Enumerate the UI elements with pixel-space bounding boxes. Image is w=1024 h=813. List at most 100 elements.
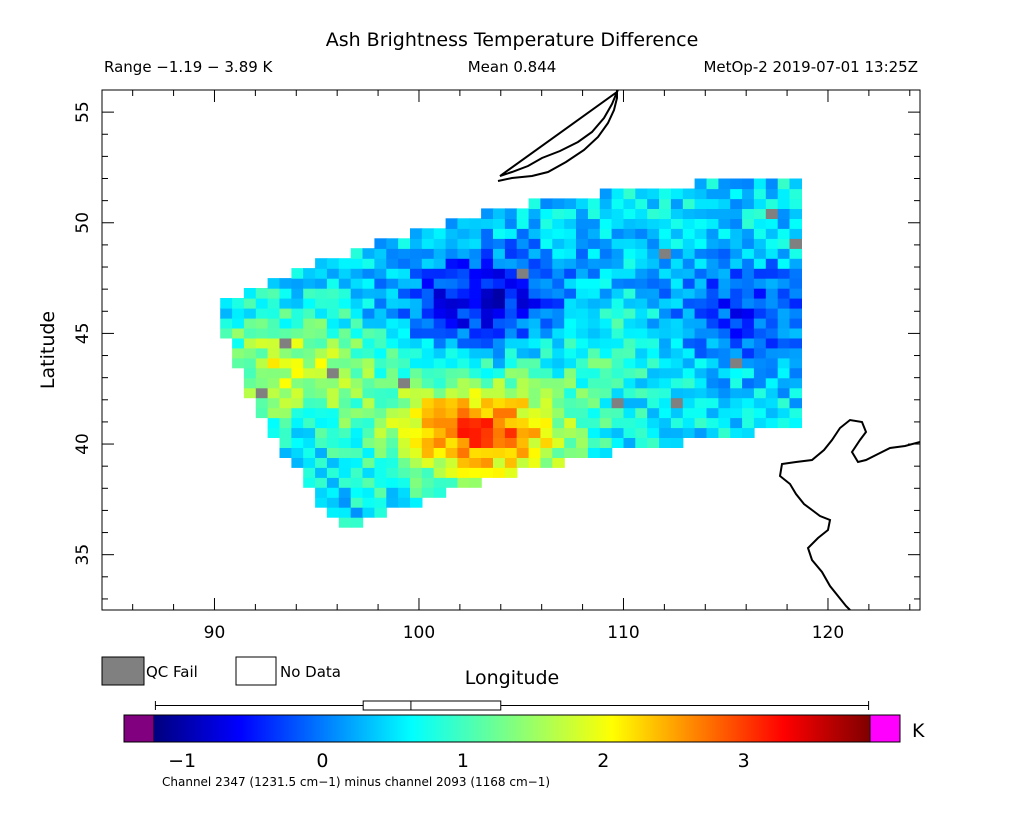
swath-cell [564, 218, 577, 229]
y-tick-label: 40 [73, 433, 93, 455]
swath-cell [599, 258, 613, 269]
swath-cell [730, 407, 743, 419]
swath-cell [730, 228, 743, 239]
swath-cell [635, 278, 648, 289]
swath-cell [386, 457, 399, 468]
swath-cell [694, 417, 708, 429]
y-tick-label: 55 [73, 101, 93, 123]
swath-cell [481, 258, 494, 269]
swath-cell [552, 258, 565, 269]
swath-cell [564, 397, 577, 409]
swath-cell [706, 397, 719, 409]
swath-cell [445, 327, 459, 339]
swath-cell [623, 417, 636, 429]
swath-cell [362, 308, 375, 319]
swath-cell [576, 357, 589, 369]
swath-cell [386, 337, 399, 349]
swath-cell [338, 367, 352, 379]
swath-cell [528, 208, 542, 219]
swath-cell [386, 308, 399, 319]
swath-cell [338, 288, 352, 299]
swath-cell [481, 367, 494, 379]
swath-cell [232, 347, 245, 359]
swath-cell [659, 377, 672, 389]
swath-cell [789, 288, 802, 299]
swath-cell [682, 278, 696, 289]
swath-cell [789, 387, 802, 399]
swath-cell [777, 238, 791, 249]
swath-cell [326, 387, 340, 399]
swath-cell [611, 248, 625, 259]
swath-cell [528, 278, 542, 289]
swath-cell [765, 327, 779, 339]
swath-cell [647, 258, 660, 269]
swath-cell [789, 278, 802, 289]
swath-cell [576, 397, 589, 409]
swath-cell [682, 357, 696, 369]
swath-cell [279, 387, 292, 399]
swath-cell [220, 327, 233, 339]
swath-cell [659, 317, 672, 329]
swath-cell [718, 238, 731, 249]
swath-cell [552, 238, 565, 249]
swath-cell [730, 238, 743, 249]
swath-cell [670, 208, 684, 219]
swath-cell [338, 337, 352, 349]
swath-cell [647, 188, 660, 200]
swath-cell [789, 327, 802, 339]
y-tick-label: 35 [73, 544, 93, 566]
swath-cell [587, 288, 601, 299]
swath-cell [540, 437, 553, 448]
swath-cell [718, 427, 731, 438]
swath-cell [350, 397, 364, 409]
swath-cell [718, 288, 731, 299]
swath-cell [386, 298, 399, 309]
colorbar-caption: Channel 2347 (1231.5 cm−1) minus channel… [162, 775, 550, 789]
swath-cell [374, 367, 387, 379]
swath-cell [481, 298, 494, 309]
swath-cell [694, 218, 708, 229]
swath-cell [647, 417, 660, 429]
swath-cell [682, 407, 696, 419]
swath-cell [718, 218, 731, 229]
swath-cell [694, 427, 708, 438]
swath-cell [742, 347, 755, 359]
swath-cell [410, 248, 423, 259]
swath-cell [445, 477, 459, 488]
swath-cell [267, 407, 281, 419]
swath-cell [315, 497, 328, 508]
swath-cell [576, 447, 589, 458]
swath-cell [350, 317, 364, 329]
swath-cell [303, 288, 316, 299]
swath-cell [623, 347, 636, 359]
colorbar-tick-label: 3 [738, 750, 750, 772]
swath-cell [326, 497, 340, 508]
swath-cell [540, 357, 553, 369]
swath-cell [493, 337, 506, 349]
swath-cell [493, 248, 506, 259]
swath-cell [386, 268, 399, 279]
swath-cell [326, 467, 340, 478]
swath-cell [635, 258, 648, 269]
swath-cell [540, 238, 553, 249]
swath-cell [528, 268, 542, 279]
swath-cell [410, 447, 423, 458]
swath-cell [326, 407, 340, 419]
swath-cell [338, 377, 352, 389]
swath-cell [421, 377, 435, 389]
swath-cell [338, 427, 352, 438]
swath-cell [326, 298, 340, 309]
swath-cell [528, 288, 542, 299]
swath-cell [694, 357, 708, 369]
swath-cell [338, 517, 352, 528]
swath-cell [623, 208, 636, 219]
swath-cell [255, 317, 269, 329]
swath-cell [706, 248, 719, 259]
swath-cell [564, 327, 577, 339]
swath-cell [481, 228, 494, 239]
swath-cell [682, 248, 696, 259]
swath-cell [564, 288, 577, 299]
swath-cell [789, 417, 802, 429]
swath-cell [421, 268, 435, 279]
swath-cell [315, 417, 328, 429]
